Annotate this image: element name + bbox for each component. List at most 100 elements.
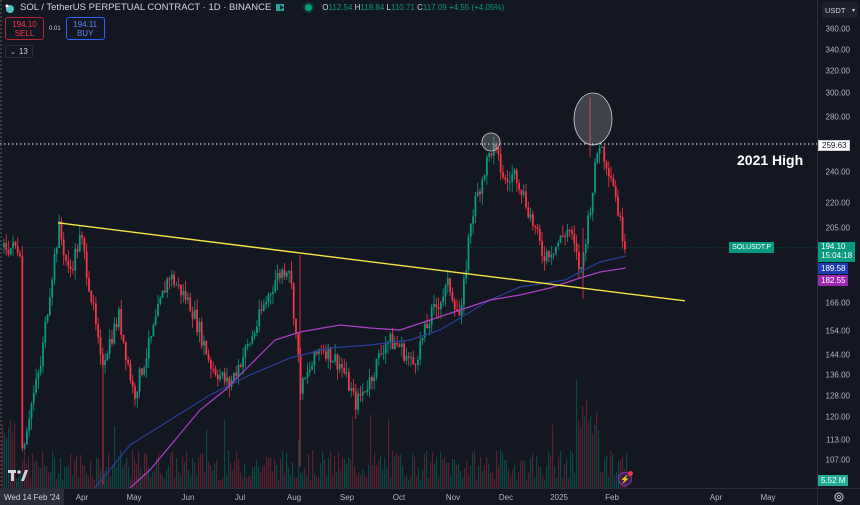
candle-body [7,249,10,255]
price-tick-label: 220.00 [825,198,850,208]
chart-pane[interactable]: SOL / TetherUS PERPETUAL CONTRACT · 1D ·… [0,0,817,488]
volume-bar [38,466,40,488]
volume-bar [36,460,38,488]
volume-bar [542,475,544,488]
volume-bar [484,465,486,488]
candle-body [26,430,28,445]
candle-body [605,162,608,169]
symbol-title[interactable]: SOL / TetherUS PERPETUAL CONTRACT · 1D ·… [20,2,272,13]
volume-bar [598,430,600,488]
ma-purple-line[interactable] [129,267,627,488]
candle-body [396,343,399,345]
candle-body [371,376,373,382]
price-chart-canvas[interactable] [0,0,817,488]
candle-body [610,176,612,179]
candle-body [129,363,132,381]
volume-bar [266,456,268,488]
candle-body [619,215,622,217]
volume-bar [354,465,356,488]
candle-body [525,191,527,208]
trade-buttons: 194.10 SELL 0.01 194.11 BUY [5,17,105,40]
candle-body [200,322,203,346]
volume-bar [284,473,286,488]
candle-body [536,227,539,229]
volume-bar [80,455,82,488]
indicators-toggle-button[interactable]: ⌄ 13 [5,45,33,58]
ma-blue-line[interactable] [94,255,627,488]
volume-bar [282,451,284,488]
volume-bar [616,472,618,488]
volume-bar [346,463,348,488]
candle-body [405,356,408,361]
volume-bar [574,472,576,488]
volume-bar [126,457,128,488]
candle-body [283,269,286,277]
volume-bar [84,465,86,488]
currency-selector[interactable]: USDT ▾ [822,2,858,18]
candle-body [262,304,265,311]
volume-bar [340,470,342,488]
candle-body [150,336,152,339]
highlight-ellipse-jan[interactable] [573,92,613,146]
volume-bar [454,459,456,488]
candle-body [306,371,309,379]
volume-bar [564,464,566,488]
annotation-2021-high[interactable]: 2021 High [737,152,804,168]
candle-body [338,364,341,370]
candle-body [216,374,219,380]
volume-bar [118,456,120,488]
candle-body [83,237,86,252]
sell-button[interactable]: 194.10 SELL [5,17,44,40]
volume-bar [104,470,106,488]
volume-bar [380,456,382,488]
candle-body [249,343,251,345]
candle-body [458,310,461,316]
volume-bar [198,457,200,488]
time-axis[interactable]: Apr May Jun Jul Aug Sep Oct Nov Dec 2025 Feb Apr May… [0,488,817,505]
chevron-down-icon: ▾ [851,7,855,14]
price-tick-label: 107.00 [825,455,850,465]
price-tick-label: 120.00 [825,412,850,422]
volume-bar [62,479,64,488]
time-tick-label: Apr [709,493,723,502]
volume-bar [370,414,372,488]
flag-icon[interactable] [275,3,285,12]
candle-body [210,359,212,369]
candle-body [479,191,481,195]
candle-body [578,251,580,270]
highlight-circle-nov[interactable] [481,132,501,152]
volume-bar [456,464,458,488]
volume-bar [74,460,76,488]
time-tick-label: Dec [498,493,514,502]
price-axis[interactable]: USDT ▾ 360.00 340.00 320.00 300.00 280.00 240… [817,0,860,488]
lightning-alert-icon[interactable]: ⚡ [618,471,633,486]
volume-bar [226,474,228,488]
trendline[interactable] [57,222,686,302]
buy-button[interactable]: 194.11 BUY [65,17,105,40]
candle-body [561,235,564,237]
candle-body [235,372,238,377]
candle-body [352,387,355,392]
candle-body [403,343,405,361]
volume-bar [164,479,166,488]
volume-bar [216,460,218,488]
market-status-icon[interactable] [305,4,313,11]
tradingview-logo-icon[interactable] [8,469,28,487]
volume-bar [8,427,10,488]
candle-body [472,216,474,224]
candle-body [69,266,72,270]
volume-bar [510,476,512,488]
candle-body [463,278,465,306]
volume-bar [336,472,338,488]
candle-body [380,353,382,355]
chart-settings-button[interactable] [817,488,860,505]
volume-bar [170,453,172,488]
volume-bar [252,467,254,488]
candle-body [414,364,417,366]
volume-bar [360,474,362,488]
volume-bar [576,379,578,488]
candle-body [147,338,150,359]
volume-bar [286,452,288,488]
volume-bar [422,469,424,488]
time-cursor-label: Wed 14 Feb '24 [0,489,65,505]
